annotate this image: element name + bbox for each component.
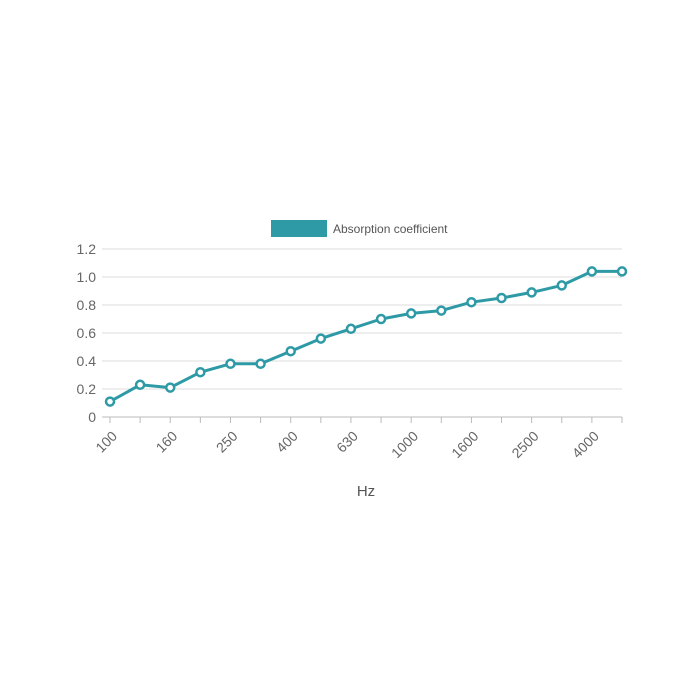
- grid-lines: [102, 248, 622, 418]
- x-tick-label: 250: [213, 428, 241, 456]
- x-tick-label: 4000: [569, 428, 602, 461]
- y-tick-label: 0.2: [77, 381, 97, 397]
- y-tick-label: 1.0: [77, 269, 97, 285]
- x-axis-ticks: 100 160 250 400 630 1000 1600 2500 4000: [92, 417, 623, 461]
- data-point: [104, 396, 116, 407]
- x-axis-title: Hz: [357, 483, 375, 500]
- data-point: [345, 323, 357, 335]
- data-point: [496, 292, 507, 304]
- y-tick-label: 0.8: [77, 297, 97, 313]
- data-point: [134, 379, 146, 391]
- data-point: [285, 345, 296, 357]
- legend: Absorption coefficient: [271, 220, 448, 237]
- legend-swatch: [271, 220, 327, 237]
- legend-label: Absorption coefficient: [333, 222, 448, 236]
- data-point: [436, 305, 447, 316]
- data-point: [466, 296, 477, 308]
- x-tick-label: 1000: [388, 428, 421, 461]
- data-point: [526, 287, 537, 298]
- y-tick-label: 1.2: [77, 241, 97, 257]
- x-tick-label: 100: [92, 428, 120, 456]
- data-point: [586, 266, 598, 277]
- series-path: [109, 269, 622, 403]
- data-point: [195, 366, 206, 378]
- x-tick-label: 1600: [448, 428, 481, 461]
- y-tick-label: 0: [88, 409, 96, 425]
- data-point: [556, 280, 568, 291]
- data-point: [255, 358, 266, 370]
- y-tick-label: 0.4: [77, 353, 97, 369]
- x-tick-label: 400: [273, 428, 301, 456]
- y-axis-ticks: 0 0.2 0.4 0.6 0.8 1.0 1.2: [77, 241, 97, 425]
- data-point: [225, 358, 236, 370]
- x-tick-label: 2500: [508, 428, 541, 461]
- data-point: [616, 266, 628, 277]
- data-point: [164, 382, 176, 393]
- data-point: [375, 313, 387, 325]
- data-point: [405, 308, 417, 319]
- x-tick-label: 160: [153, 428, 181, 456]
- x-tick-label: 630: [333, 428, 361, 456]
- y-tick-label: 0.6: [77, 325, 97, 341]
- series-line: [104, 266, 628, 407]
- data-point: [315, 333, 327, 344]
